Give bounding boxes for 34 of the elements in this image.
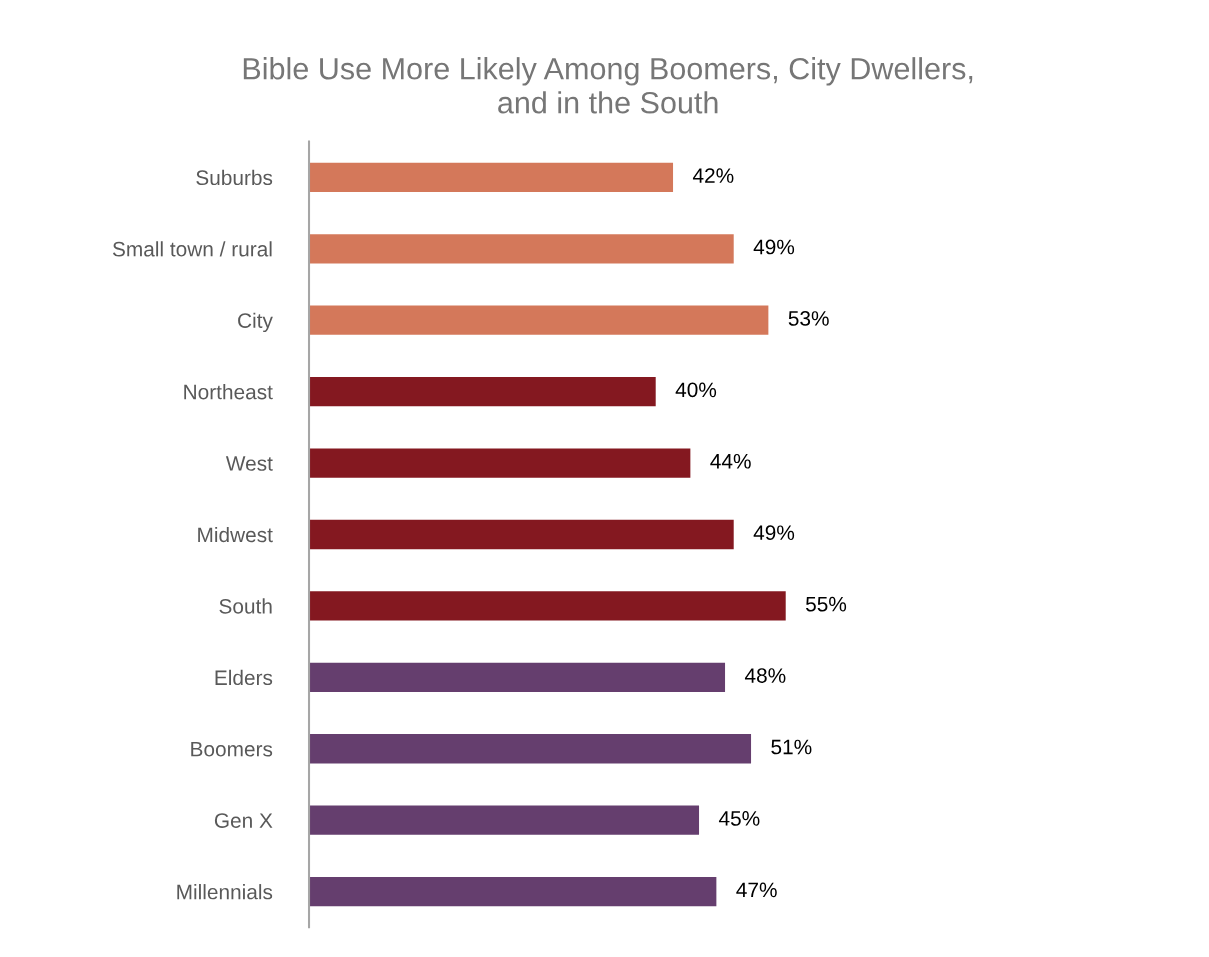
data-label: 45% [718, 811, 760, 826]
y-tick-label: Elders [215, 669, 273, 686]
y-tick-label: Suburbs [196, 169, 273, 186]
y-tick-label: Boomers [191, 741, 273, 757]
bar [309, 876, 717, 907]
y-tick-label: South [219, 598, 272, 614]
bar [309, 519, 734, 550]
bar [309, 662, 726, 692]
y-tick-label: Small town / rural [112, 241, 272, 257]
data-label: 47% [736, 882, 777, 898]
data-label: 55% [805, 596, 847, 612]
y-tick-label: City [238, 312, 273, 333]
bar [309, 234, 734, 264]
data-label: 51% [771, 739, 812, 755]
bar [309, 591, 786, 621]
data-label: 49% [753, 525, 795, 541]
bar [309, 376, 656, 407]
chart-title: Bible Use More Likely Among Boomers, City Dwellers, and in the South [243, 57, 973, 114]
bar [309, 734, 752, 764]
y-tick-label: Midwest [198, 526, 273, 543]
bar [309, 162, 674, 192]
y-tick-label: Northeast [184, 384, 273, 400]
y-tick-label: Gen X [214, 813, 273, 828]
bar [309, 305, 769, 335]
data-label: 44% [710, 453, 751, 469]
bar [309, 448, 691, 478]
bar [309, 805, 700, 835]
y-tick-label: West [225, 456, 273, 471]
data-label: 42% [692, 168, 734, 183]
data-label: 53% [788, 311, 829, 326]
y-tick-label: Millennials [177, 884, 273, 900]
data-label: 40% [675, 382, 717, 398]
data-label: 48% [744, 668, 786, 683]
data-label: 49% [753, 239, 795, 255]
